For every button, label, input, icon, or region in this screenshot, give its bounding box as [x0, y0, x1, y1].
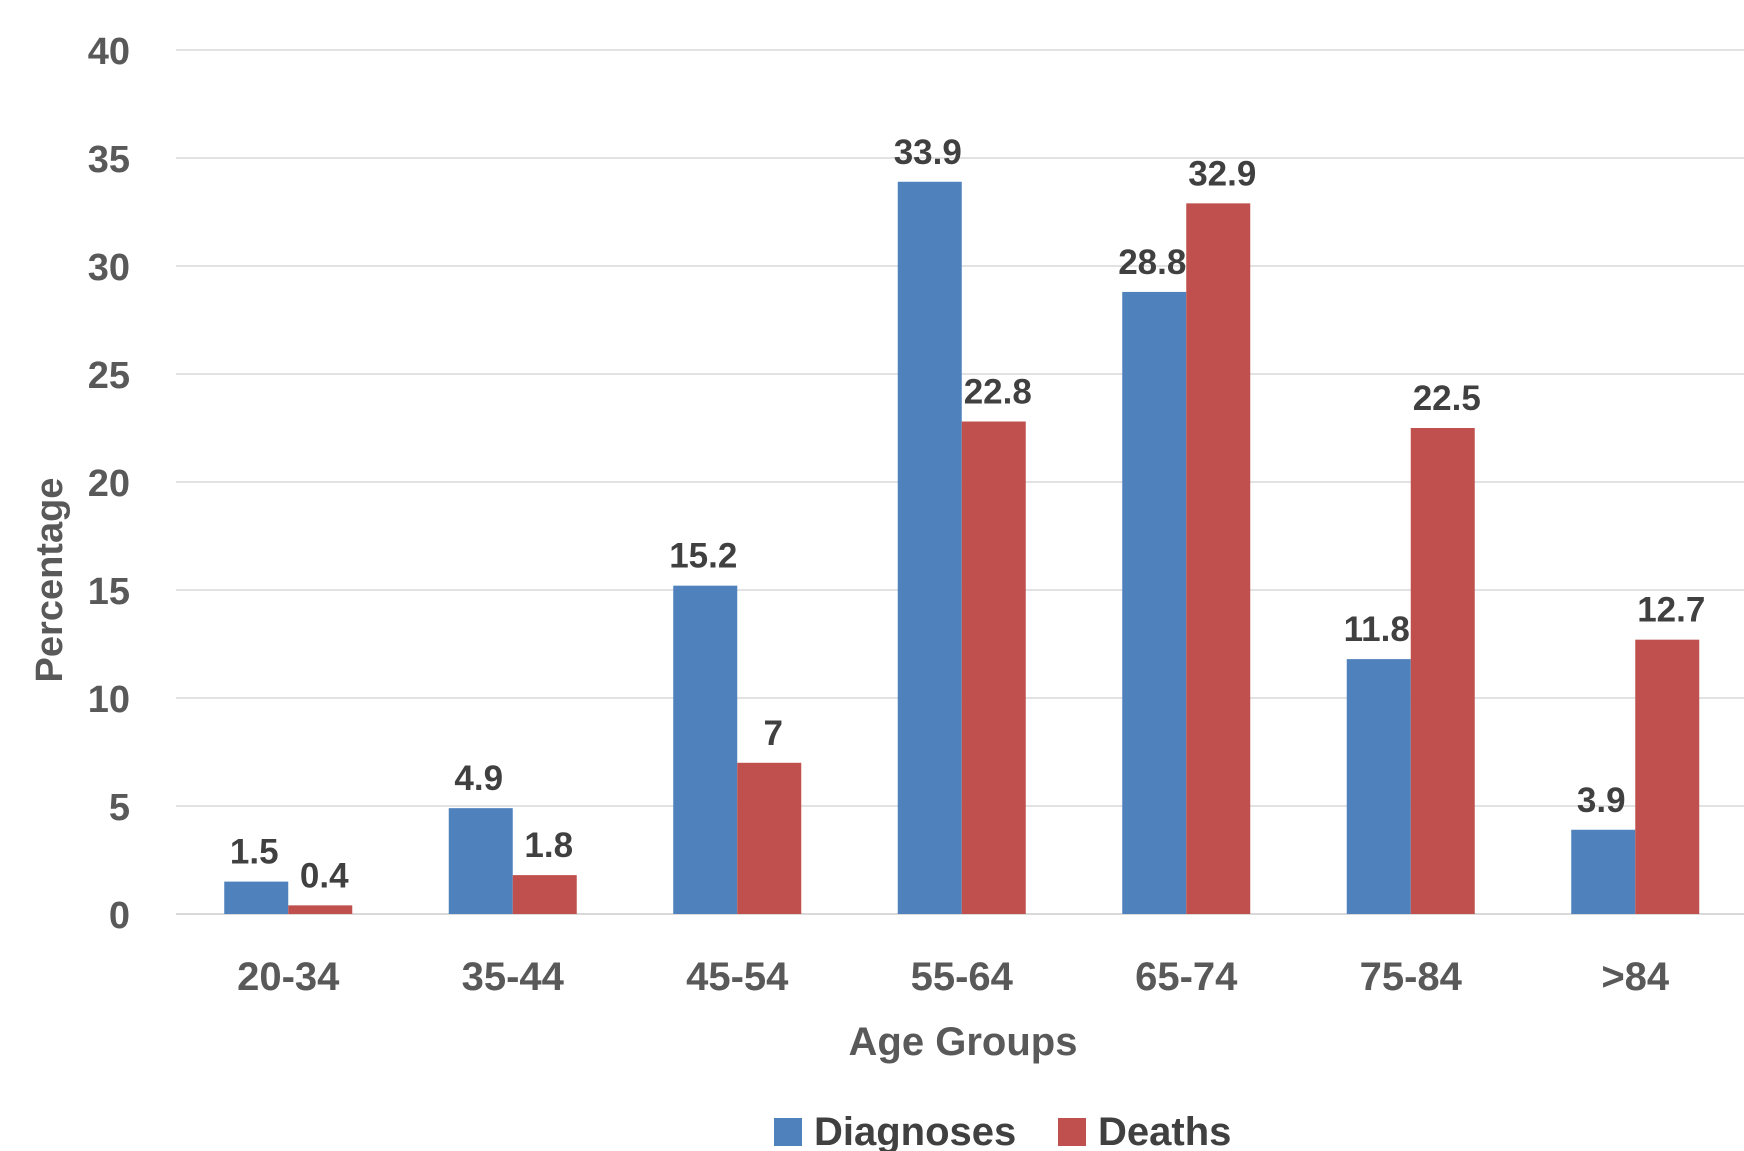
x-tick-label: 65-74 [1135, 955, 1238, 999]
data-label-diagnoses: 33.9 [894, 133, 962, 172]
data-label-diagnoses: 3.9 [1577, 781, 1626, 820]
bar-deaths-45-54 [737, 762, 802, 914]
y-tick-label: 5 [109, 787, 130, 829]
data-label-deaths: 12.7 [1637, 591, 1705, 630]
bar-diagnoses-35-44 [448, 808, 513, 914]
data-label-deaths: 32.9 [1188, 154, 1256, 193]
bar-diagnoses-65-74 [1122, 291, 1187, 914]
bar-deaths-35-44 [512, 875, 577, 914]
data-label-diagnoses: 1.5 [230, 833, 279, 872]
y-tick-label: 0 [109, 895, 130, 937]
bar-deaths-65-74 [1186, 203, 1251, 915]
y-tick-label: 25 [88, 355, 130, 397]
x-tick-label: 55-64 [911, 955, 1014, 999]
x-tick-label: 45-54 [686, 955, 789, 999]
data-label-diagnoses: 11.8 [1344, 610, 1410, 649]
y-tick-label: 15 [88, 571, 130, 613]
bar-deaths->84 [1635, 639, 1700, 914]
data-labels: 1.5 0.4 4.9 1.8 15.2 7 33.9 22.8 28.8 32.9 11.8 22.… [230, 133, 1705, 896]
legend: Diagnoses Deaths [774, 1110, 1231, 1151]
y-tick-label: 35 [88, 139, 130, 181]
bars [224, 181, 1700, 915]
bar-diagnoses->84 [1571, 829, 1636, 914]
x-tick-label: 35-44 [462, 955, 565, 999]
data-label-diagnoses: 15.2 [669, 537, 737, 576]
bar-diagnoses-20-34 [224, 881, 289, 914]
data-label-deaths: 0.4 [300, 856, 349, 895]
x-tick-label: >84 [1601, 955, 1670, 999]
y-axis-tick-labels: 0 5 10 15 20 25 30 35 40 [88, 31, 130, 937]
bar-deaths-55-64 [961, 421, 1026, 914]
data-label-deaths: 22.8 [964, 373, 1032, 412]
data-label-deaths: 1.8 [524, 826, 573, 865]
data-label-deaths: 22.5 [1413, 379, 1481, 418]
x-axis-title: Age Groups [849, 1020, 1078, 1064]
y-tick-label: 40 [88, 31, 130, 73]
bar-deaths-20-34 [288, 905, 353, 914]
y-axis-title: Percentage [29, 478, 71, 683]
bar-diagnoses-45-54 [673, 585, 738, 914]
x-tick-label: 20-34 [237, 955, 340, 999]
legend-swatch-deaths [1058, 1118, 1086, 1146]
data-label-diagnoses: 28.8 [1118, 243, 1186, 282]
y-tick-label: 20 [88, 463, 130, 505]
legend-label-deaths: Deaths [1098, 1110, 1231, 1151]
legend-label-diagnoses: Diagnoses [814, 1110, 1016, 1151]
y-tick-label: 10 [88, 679, 130, 721]
bar-deaths-75-84 [1410, 428, 1475, 914]
x-tick-label: 75-84 [1360, 955, 1463, 999]
y-tick-label: 30 [88, 247, 130, 289]
data-label-diagnoses: 4.9 [454, 759, 503, 798]
data-label-deaths: 7 [764, 714, 783, 753]
legend-swatch-diagnoses [774, 1118, 802, 1146]
bar-diagnoses-55-64 [897, 181, 962, 914]
bar-diagnoses-75-84 [1346, 659, 1411, 914]
x-axis-tick-labels: 20-34 35-44 45-54 55-64 65-74 75-84 >84 [237, 955, 1670, 999]
